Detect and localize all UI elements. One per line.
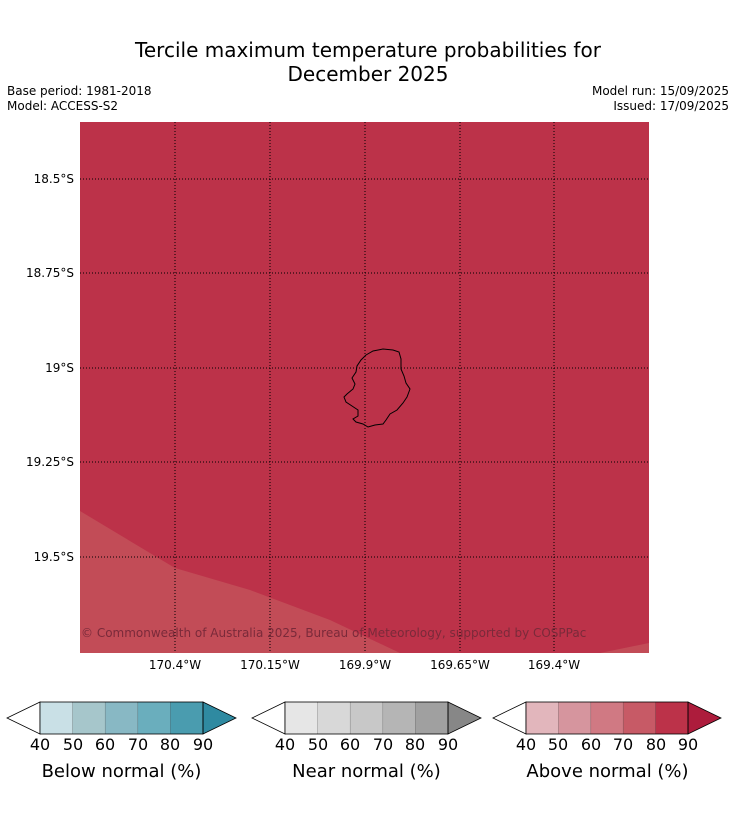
cbar-above-tick-80: 80: [645, 735, 667, 754]
map-gridlines: [80, 122, 649, 653]
title-line-1: Tercile maximum temperature probabilitie…: [135, 38, 601, 62]
colorbar-label-near: Near normal (%): [292, 761, 441, 782]
cbar-near-tick-40: 40: [274, 735, 296, 754]
meta-left: Base period: 1981-2018 Model: ACCESS-S2: [7, 84, 152, 114]
cbar-near-tick-50: 50: [307, 735, 329, 754]
base-period: Base period: 1981-2018: [7, 84, 152, 98]
title-line-2: December 2025: [287, 62, 449, 86]
model-run: Model run: 15/09/2025: [591, 84, 729, 98]
lat-label-4: 19.25°S: [26, 455, 74, 469]
cbar-above-tick-70: 70: [612, 735, 634, 754]
lon-label-5: 169.4°W: [527, 658, 581, 672]
cbar-below-tick-90: 90: [192, 735, 214, 754]
lat-label-1: 18.5°S: [33, 172, 74, 186]
lon-label-2: 170.15°W: [240, 658, 300, 672]
cbar-above-tick-90: 90: [677, 735, 699, 754]
cbar-near-tick-90: 90: [437, 735, 459, 754]
map-background: [80, 122, 649, 653]
cbar-near-tick-60: 60: [339, 735, 361, 754]
chart-title: Tercile maximum temperature probabilitie…: [0, 38, 736, 86]
lon-label-4: 169.65°W: [430, 658, 490, 672]
cbar-near-tick-80: 80: [404, 735, 426, 754]
model-name: Model: ACCESS-S2: [7, 99, 119, 113]
lon-label-1: 170.4°W: [148, 658, 202, 672]
cbar-below-tick-40: 40: [29, 735, 51, 754]
lon-label-3: 169.9°W: [338, 658, 392, 672]
meta-right: Model run: 15/09/2025 Issued: 17/09/2025: [592, 84, 729, 114]
lat-label-3: 19°S: [45, 361, 74, 375]
niue-island-coastline: [343, 348, 411, 428]
colorbar-label-above: Above normal (%): [526, 761, 689, 782]
colorbar-label-below: Below normal (%): [41, 761, 202, 782]
map-lower-probability-region: [80, 511, 400, 653]
map-lower-probability-region-right: [600, 643, 649, 653]
cbar-below-tick-50: 50: [62, 735, 84, 754]
issued-date: Issued: 17/09/2025: [613, 99, 729, 113]
cbar-above-tick-40: 40: [515, 735, 537, 754]
copyright-notice: © Commonwealth of Australia 2025, Bureau…: [81, 626, 587, 640]
cbar-below-tick-80: 80: [159, 735, 181, 754]
cbar-above-tick-60: 60: [580, 735, 602, 754]
cbar-near-tick-70: 70: [372, 735, 394, 754]
cbar-below-tick-60: 60: [94, 735, 116, 754]
lat-label-5: 19.5°S: [33, 550, 74, 564]
cbar-above-tick-50: 50: [547, 735, 569, 754]
cbar-below-tick-70: 70: [127, 735, 149, 754]
lat-label-2: 18.75°S: [26, 266, 74, 280]
